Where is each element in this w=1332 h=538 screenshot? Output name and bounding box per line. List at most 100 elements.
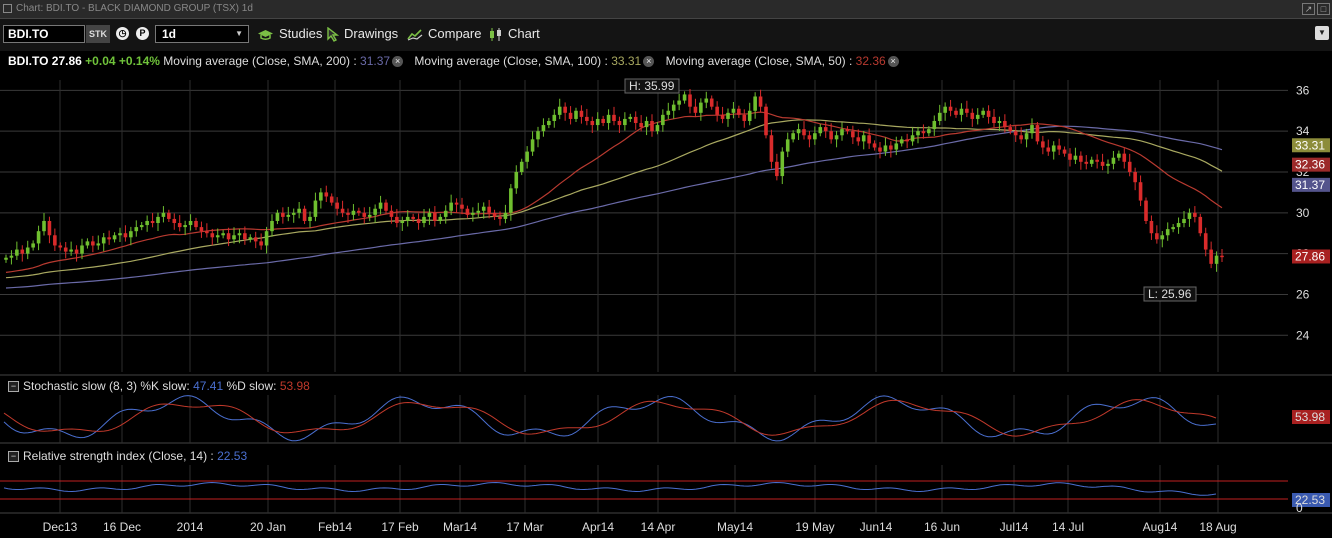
candle — [9, 255, 14, 258]
candle — [699, 102, 703, 113]
candle — [80, 245, 84, 254]
candle — [1089, 159, 1094, 164]
candle — [1209, 249, 1213, 264]
candle — [177, 223, 182, 228]
candle — [775, 161, 779, 177]
candle — [199, 227, 204, 232]
x-axis-label: Mar14 — [443, 520, 477, 534]
candle — [384, 202, 388, 211]
candle — [861, 135, 866, 142]
clock-icon[interactable]: ◷ — [116, 27, 129, 40]
ma50-label: Moving average (Close, SMA, 50) — [665, 54, 846, 68]
ma200-line — [5, 125, 1223, 289]
window-titlebar: Chart: BDI.TO - BLACK DIAMOND GROUP (TSX… — [0, 0, 1332, 19]
window-menu-icon[interactable] — [3, 4, 12, 13]
remove-ma100-icon[interactable]: × — [643, 56, 655, 68]
low-price-label-box — [1143, 286, 1197, 302]
candle — [1198, 216, 1203, 234]
x-axis-label: 16 Dec — [103, 520, 141, 534]
candle — [606, 114, 611, 124]
price-tag-last: 27.86 — [1295, 249, 1325, 263]
candle — [221, 233, 225, 236]
candle — [297, 208, 301, 213]
legend-change: +0.04 — [85, 54, 116, 68]
candle — [210, 233, 215, 238]
candle — [194, 220, 198, 228]
ma100-value: 33.31 — [611, 54, 642, 68]
rsi-line — [3, 481, 1217, 496]
candle — [1068, 153, 1072, 160]
graduation-cap-icon — [258, 29, 273, 40]
price-tag-ma50: 32.36 — [1295, 158, 1325, 172]
x-axis-label: 20 Jan — [250, 520, 286, 534]
candle — [286, 214, 291, 217]
candle — [395, 216, 399, 224]
candle — [63, 247, 68, 252]
candle — [438, 216, 443, 221]
price-tag-box — [1292, 177, 1330, 192]
candle — [1084, 161, 1089, 164]
candle — [785, 139, 790, 152]
candle — [1165, 229, 1170, 236]
candle — [1035, 125, 1040, 142]
x-axis-label: 17 Feb — [381, 520, 419, 534]
symbol-input[interactable]: BDI.TO — [3, 25, 85, 43]
chart-type-button[interactable]: Chart — [489, 26, 540, 42]
restore-window-icon[interactable]: ↗ — [1302, 3, 1315, 15]
candle — [981, 110, 985, 115]
candle — [677, 100, 681, 105]
candle — [856, 137, 861, 142]
candle — [1013, 131, 1018, 136]
candle — [1122, 153, 1127, 162]
candle — [319, 192, 323, 201]
candle — [145, 220, 149, 226]
candle — [226, 233, 231, 240]
candle — [628, 116, 633, 119]
candle — [340, 208, 345, 213]
candle — [253, 237, 258, 242]
candle — [872, 143, 877, 148]
x-axis-label: Aug14 — [1143, 520, 1178, 534]
candle — [1117, 153, 1121, 158]
candle — [530, 139, 535, 152]
candle — [590, 120, 595, 126]
candle — [1176, 223, 1181, 228]
x-axis-label: Apr14 — [582, 520, 614, 534]
x-axis-label: Feb14 — [318, 520, 352, 534]
legend-change-pct: +0.14% — [118, 54, 160, 68]
candle — [1024, 133, 1029, 140]
compare-button[interactable]: Compare — [407, 26, 481, 42]
collapse-rsi-icon[interactable]: − — [8, 451, 19, 463]
y-axis-tick-label: 24 — [1296, 328, 1310, 342]
candle — [101, 237, 106, 244]
collapse-stochastic-icon[interactable]: − — [8, 381, 19, 393]
ma100-line — [5, 119, 1223, 279]
chart-menu-chevron-icon[interactable]: ▼ — [1315, 26, 1329, 40]
candle — [1133, 172, 1137, 183]
candle — [813, 133, 817, 140]
ma50-line — [5, 111, 1223, 273]
studies-button[interactable]: Studies — [257, 26, 322, 42]
candle — [69, 249, 73, 252]
drawings-button[interactable]: Drawings — [327, 26, 398, 42]
candle — [161, 212, 166, 217]
x-axis-label: 14 Jul — [1052, 520, 1084, 534]
candle — [492, 212, 497, 217]
maximize-window-icon[interactable]: □ — [1317, 3, 1330, 15]
candle — [291, 212, 296, 215]
candle — [1008, 127, 1013, 132]
interval-select[interactable]: 1d ▼ — [155, 25, 249, 43]
legend-symbol: BDI.TO — [8, 54, 49, 68]
period-icon[interactable]: P — [136, 27, 149, 40]
candle — [579, 110, 584, 117]
pointer-icon — [327, 27, 339, 42]
stochastic-tag-box — [1292, 410, 1330, 424]
remove-ma50-icon[interactable]: × — [887, 56, 899, 68]
remove-ma200-icon[interactable]: × — [392, 56, 404, 68]
candle — [123, 233, 128, 238]
price-legend: BDI.TO 27.86 +0.04 +0.14% Moving average… — [8, 54, 907, 68]
candle — [916, 131, 920, 136]
security-type-badge[interactable]: STK — [86, 25, 110, 43]
x-axis-label: 14 Apr — [641, 520, 676, 534]
